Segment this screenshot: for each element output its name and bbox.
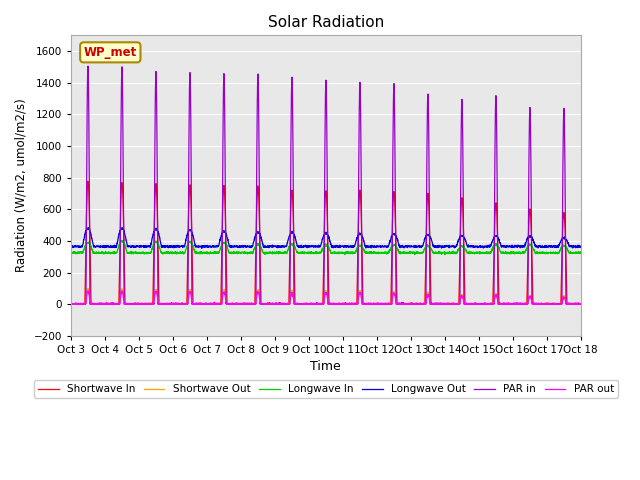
Text: WP_met: WP_met (84, 46, 137, 59)
Shortwave In (263, 301, 271, 307)
Shortwave Out (263, 301, 271, 307)
Shortwave Out (67, 301, 75, 307)
Shortwave Out (577, 301, 584, 307)
PAR in (577, 301, 584, 307)
Shortwave Out (567, 301, 575, 307)
Longwave In (441, 252, 449, 257)
X-axis label: Time: Time (310, 360, 341, 373)
Line: Longwave Out: Longwave Out (71, 228, 580, 248)
Longwave In (67, 251, 75, 256)
PAR in (67, 301, 75, 307)
Longwave Out (198, 245, 205, 251)
PAR in (67, 301, 75, 307)
PAR in (84, 63, 92, 69)
Longwave Out (67, 243, 75, 249)
PAR out (512, 301, 520, 307)
Longwave In (118, 238, 126, 243)
Shortwave Out (285, 301, 292, 307)
Line: PAR in: PAR in (71, 66, 580, 304)
Line: Longwave In: Longwave In (71, 240, 580, 254)
Shortwave In (577, 301, 584, 307)
Longwave Out (512, 243, 520, 249)
Line: Shortwave In: Shortwave In (71, 181, 580, 304)
Longwave Out (285, 234, 292, 240)
PAR out (567, 301, 575, 307)
Shortwave Out (512, 301, 520, 307)
PAR out (263, 301, 271, 307)
PAR out (125, 300, 133, 306)
Shortwave In (67, 301, 75, 307)
PAR in (512, 301, 520, 307)
PAR out (577, 301, 584, 307)
Longwave In (125, 250, 133, 256)
Y-axis label: Radiation (W/m2, umol/m2/s): Radiation (W/m2, umol/m2/s) (15, 99, 28, 273)
Shortwave Out (125, 300, 133, 306)
Shortwave Out (156, 301, 163, 307)
Longwave Out (125, 243, 133, 249)
PAR out (67, 301, 75, 307)
Shortwave In (512, 300, 520, 306)
Longwave Out (263, 244, 271, 250)
Legend: Shortwave In, Shortwave Out, Longwave In, Longwave Out, PAR in, PAR out: Shortwave In, Shortwave Out, Longwave In… (34, 380, 618, 398)
Longwave Out (156, 234, 163, 240)
Longwave In (285, 244, 292, 250)
PAR in (285, 301, 292, 307)
PAR out (285, 301, 292, 307)
Shortwave In (84, 179, 92, 184)
Longwave In (263, 250, 271, 255)
Longwave In (156, 245, 163, 251)
Shortwave In (567, 301, 575, 307)
PAR in (125, 301, 133, 307)
Longwave Out (577, 244, 584, 250)
PAR out (156, 301, 163, 307)
Longwave In (577, 250, 584, 255)
Title: Solar Radiation: Solar Radiation (268, 15, 384, 30)
Shortwave In (285, 301, 292, 307)
Shortwave In (67, 301, 75, 307)
Longwave In (567, 250, 575, 256)
Longwave Out (84, 225, 92, 231)
Shortwave In (125, 301, 133, 307)
PAR in (156, 301, 164, 307)
Longwave In (512, 249, 520, 255)
Line: Shortwave Out: Shortwave Out (71, 288, 580, 304)
PAR out (84, 288, 92, 294)
PAR in (567, 301, 575, 307)
PAR in (263, 301, 271, 307)
Longwave Out (567, 243, 575, 249)
Shortwave Out (84, 286, 92, 291)
Line: PAR out: PAR out (71, 291, 580, 304)
Shortwave In (156, 301, 164, 307)
